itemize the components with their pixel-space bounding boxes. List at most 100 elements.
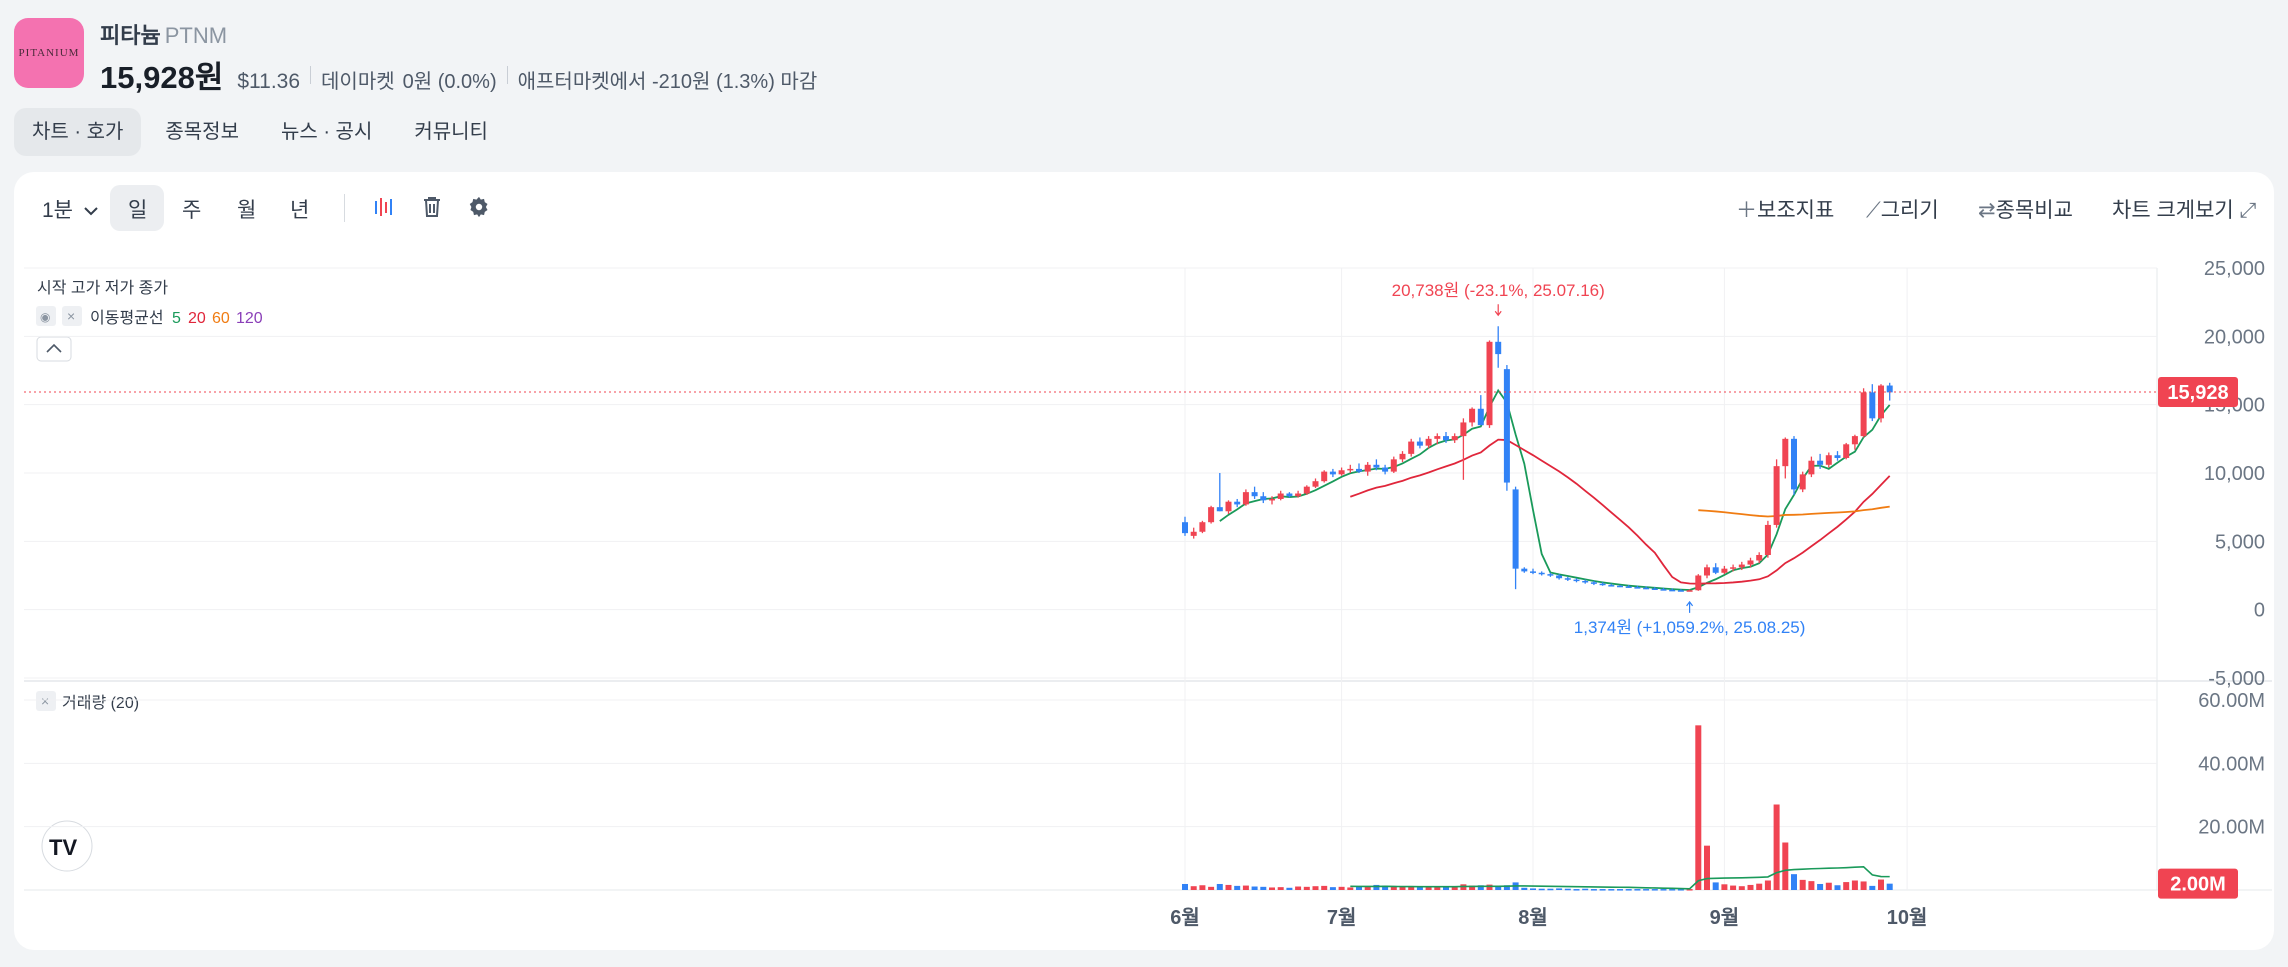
collapse-legend-button[interactable]	[36, 336, 72, 362]
volume-bar	[1634, 889, 1641, 891]
period-day[interactable]: 일	[128, 199, 148, 222]
gear-icon[interactable]	[468, 196, 490, 218]
ma5-label: 5	[172, 310, 181, 327]
indicators-button[interactable]: ＋보조지표	[1736, 194, 1834, 224]
volume-bar	[1364, 886, 1371, 890]
candle-body	[1364, 464, 1371, 472]
draw-label: 그리기	[1880, 199, 1939, 222]
candle-body	[1747, 560, 1754, 565]
x-tick-label: 9월	[1710, 906, 1740, 929]
trash-icon[interactable]	[421, 195, 443, 219]
volume-bar	[1399, 886, 1406, 890]
candle-body	[1730, 567, 1737, 569]
volume-bar	[1208, 886, 1215, 890]
candle-body	[1677, 590, 1684, 592]
volume-bar	[1242, 885, 1249, 890]
candle-body	[1651, 588, 1658, 590]
candle-body	[1608, 585, 1615, 587]
period-week[interactable]: 주	[182, 199, 202, 222]
remove-volume-button[interactable]	[36, 691, 56, 711]
interval-dropdown[interactable]: 1분	[42, 194, 99, 224]
high-arrow-icon	[1494, 304, 1502, 317]
tab-chart-quote[interactable]: 차트 · 호가	[14, 108, 142, 156]
stock-title: 피타늄 PTNM	[100, 18, 227, 50]
tab-stock-info[interactable]: 종목정보	[165, 121, 239, 143]
volume-bar	[1347, 887, 1354, 890]
pencil-icon: ⟋	[1866, 199, 1881, 222]
candle-body	[1764, 524, 1771, 555]
expand-icon: ⤢	[2239, 199, 2257, 222]
candle-body	[1373, 464, 1380, 468]
remove-ma-button[interactable]	[62, 306, 82, 326]
volume-label: 거래량 (20)	[62, 694, 139, 712]
candle-body	[1538, 572, 1545, 575]
period-selected-bg	[110, 185, 164, 231]
volume-bar	[1808, 881, 1815, 890]
tv-icon: TV	[49, 835, 77, 860]
expand-label: 차트 크게보기	[2112, 199, 2234, 222]
price-usd: $11.36	[237, 70, 301, 93]
candle-body	[1469, 408, 1476, 423]
candle-body	[1190, 531, 1197, 536]
volume-bar	[1321, 885, 1328, 890]
volume-bar	[1547, 888, 1554, 891]
chart-card	[14, 172, 2274, 950]
candle-body	[1408, 441, 1415, 454]
candle-body	[1799, 474, 1806, 490]
volume-bar	[1486, 884, 1493, 890]
stock-name: 피타늄	[100, 23, 161, 48]
x-tick-label: 8월	[1518, 906, 1548, 929]
expand-chart-button[interactable]: 차트 크게보기 ⤢	[2112, 194, 2257, 224]
volume-bar	[1295, 886, 1302, 890]
ohlc-legend: 시작 고가 저가 종가	[37, 279, 168, 297]
candle-body	[1590, 582, 1597, 584]
volume-bar	[1791, 874, 1797, 890]
candle-body	[1182, 522, 1188, 534]
tab-news[interactable]: 뉴스 · 공시	[280, 121, 373, 143]
high-annotation: 20,738원 (-23.1%, 25.07.16)	[1392, 281, 1605, 300]
period-month[interactable]: 월	[237, 199, 257, 222]
candle-body	[1625, 586, 1632, 588]
candle-body	[1878, 385, 1884, 419]
compare-label: 종목비교	[1995, 199, 2073, 222]
candle-body	[1617, 585, 1623, 588]
candle-type-icon[interactable]	[372, 196, 394, 218]
candle-body	[1860, 392, 1867, 437]
volume-bar	[1356, 886, 1362, 890]
volume-bar	[1373, 884, 1380, 890]
divider	[310, 65, 312, 84]
candle-body	[1843, 444, 1850, 458]
ma20-label: 20	[188, 310, 206, 327]
volume-ma-line	[1350, 866, 1890, 890]
candle-body	[1338, 470, 1345, 475]
volume-bar	[1538, 888, 1545, 891]
draw-button[interactable]: ⟋그리기	[1866, 194, 1939, 224]
tab-community[interactable]: 커뮤니티	[414, 121, 488, 143]
current-volume-label: 2.00M	[2170, 874, 2226, 896]
compare-icon: ⇄	[1978, 199, 1996, 222]
tradingview-logo[interactable]: TV	[41, 820, 93, 872]
volume-tick-label: 60.00M	[2198, 690, 2265, 712]
volume-bar	[1878, 879, 1884, 890]
volume-bar	[1869, 885, 1876, 890]
candle-body	[1425, 438, 1432, 446]
candle-body	[1329, 471, 1336, 475]
candle-body	[1434, 436, 1441, 439]
volume-bar	[1495, 885, 1502, 890]
ma5-line	[1219, 388, 1891, 591]
visibility-toggle-icon[interactable]	[36, 306, 56, 326]
candle-body	[1721, 568, 1728, 573]
chevron-up-icon	[46, 343, 62, 353]
volume-bar	[1730, 885, 1737, 890]
compare-button[interactable]: ⇄종목비교	[1978, 194, 2073, 224]
stock-tabs: 차트 · 호가 종목정보 뉴스 · 공시 커뮤니티	[14, 108, 512, 156]
volume-bar	[1590, 889, 1597, 891]
volume-tick-label: 40.00M	[2198, 753, 2265, 775]
ma120-label: 120	[236, 310, 263, 327]
period-year[interactable]: 년	[290, 199, 310, 222]
current-price-label: 15,928	[2167, 382, 2228, 404]
volume-bar	[1834, 885, 1841, 890]
volume-bar	[1747, 884, 1754, 890]
candle-body	[1295, 493, 1302, 497]
